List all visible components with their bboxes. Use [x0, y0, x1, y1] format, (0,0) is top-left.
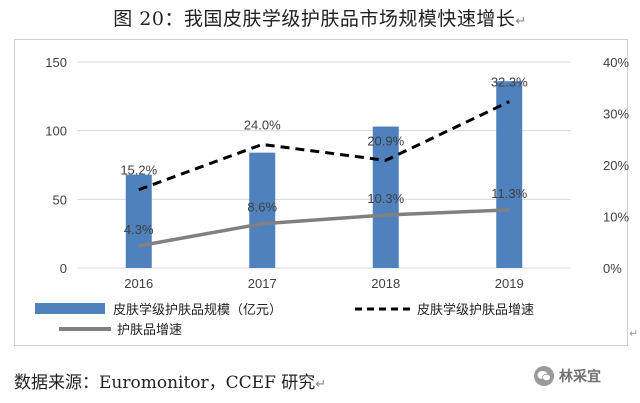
- chart-svg: 0 50 100 150 0% 10% 20% 30% 40% 2016 2017 2018 2019 1…: [35, 55, 629, 337]
- side-paragraph-mark: ↵: [629, 327, 639, 340]
- legend-label-derm-growth: 皮肤学级护肤品增速: [417, 302, 534, 317]
- x-tick-label: 2016: [124, 276, 153, 291]
- watermark: 林采宜: [534, 364, 601, 388]
- y-right-tick-label: 10%: [603, 210, 629, 225]
- x-tick-label: 2018: [371, 276, 400, 291]
- skincare-growth-data-label: 4.3%: [124, 222, 154, 237]
- skincare-growth-data-label: 8.6%: [247, 200, 277, 215]
- derm-growth-line: [138, 100, 510, 192]
- bar: [372, 126, 399, 269]
- watermark-text: 林采宜: [559, 369, 601, 385]
- chart-title: 图 20：我国皮肤学级护肤品市场规模快速增长↵: [113, 8, 527, 30]
- derm-growth-data-label: 32.3%: [491, 75, 528, 90]
- y-right-tick-label: 0%: [603, 261, 622, 276]
- bar: [125, 174, 152, 268]
- y-left-tick-label: 50: [53, 192, 67, 207]
- skincare-growth-data-label: 11.3%: [491, 186, 527, 201]
- y-left-tick-label: 100: [45, 124, 67, 139]
- y-right-tick-label: 20%: [603, 158, 629, 173]
- derm-growth-data-label: 24.0%: [244, 117, 281, 132]
- paragraph-mark: ↵: [515, 14, 527, 29]
- legend-label-skincare-growth: 护肤品增速: [117, 322, 182, 337]
- y-left-tick-label: 0: [60, 261, 67, 276]
- source-paragraph-mark: ↵: [315, 377, 327, 392]
- bar: [249, 152, 276, 268]
- wechat-icon: [534, 366, 554, 386]
- derm-growth-data-label: 20.9%: [367, 133, 404, 148]
- x-tick-label: 2017: [248, 276, 277, 291]
- x-tick-label: 2019: [495, 276, 524, 291]
- y-left-tick-label: 150: [45, 55, 67, 70]
- y-right-tick-label: 30%: [603, 107, 629, 122]
- skincare-growth-data-label: 10.3%: [367, 191, 404, 206]
- skincare-growth-line: [138, 208, 510, 248]
- legend-label-bar: 皮肤学级护肤品规模（亿元）: [113, 302, 282, 317]
- chart-frame: 0 50 100 150 0% 10% 20% 30% 40% 2016 2017 2018 2019 1…: [14, 39, 629, 346]
- bar: [496, 81, 523, 268]
- legend-swatch-bar: [35, 303, 105, 314]
- derm-growth-data-label: 15.2%: [120, 163, 157, 178]
- data-source: 数据来源：Euromonitor，CCEF 研究↵: [14, 373, 327, 393]
- y-right-tick-label: 40%: [603, 55, 629, 70]
